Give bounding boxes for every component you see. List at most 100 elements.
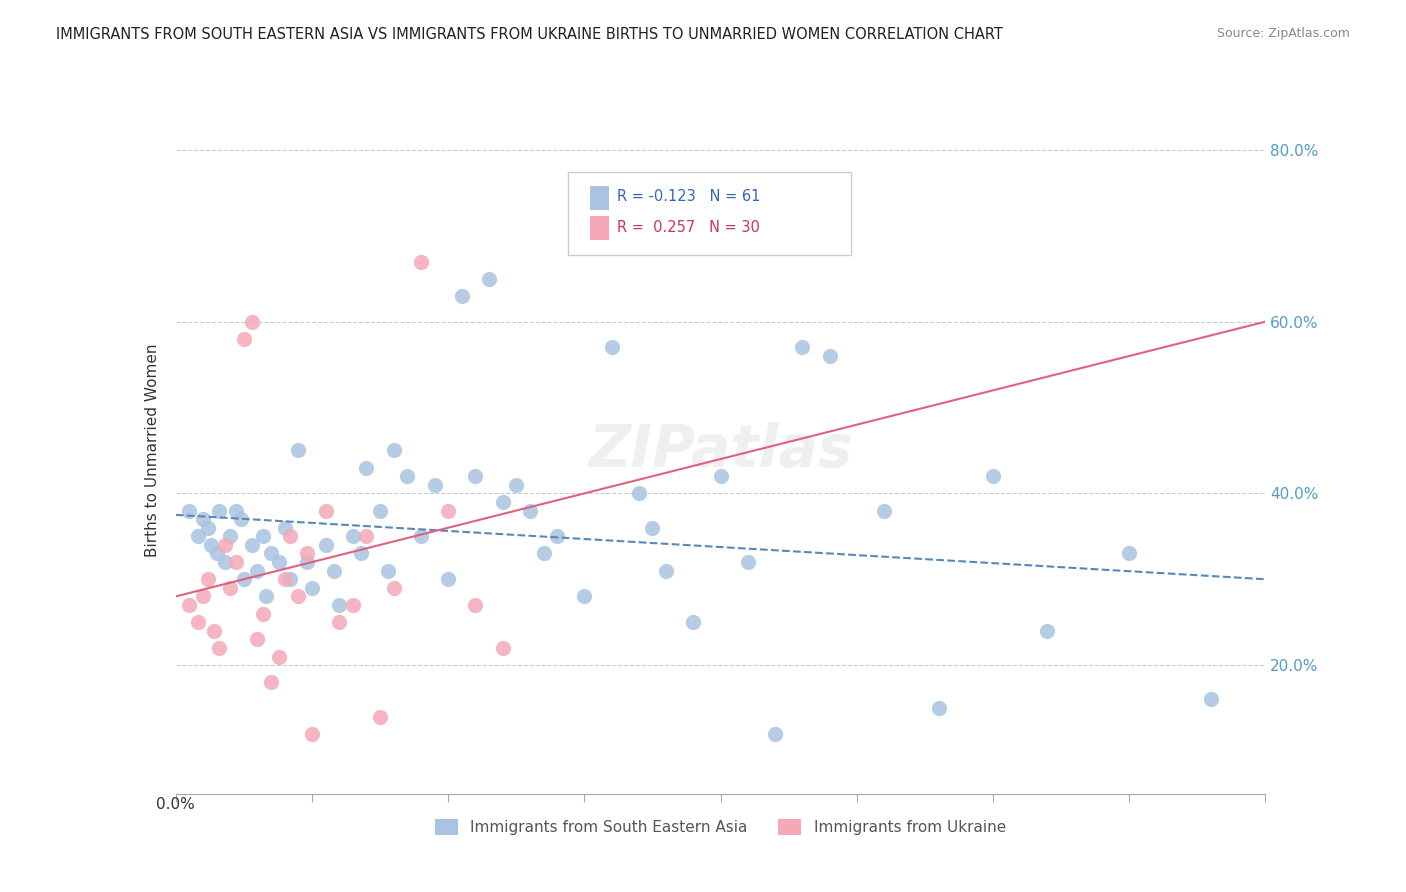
Point	[641, 521, 664, 535]
Point	[655, 564, 678, 578]
Point	[382, 443, 405, 458]
Point	[342, 598, 364, 612]
Point	[682, 615, 704, 630]
Point	[252, 529, 274, 543]
Point	[873, 503, 896, 517]
Point	[368, 503, 391, 517]
Point	[205, 546, 228, 561]
FancyBboxPatch shape	[591, 216, 609, 240]
Point	[409, 254, 432, 268]
Point	[315, 538, 337, 552]
Text: Source: ZipAtlas.com: Source: ZipAtlas.com	[1216, 27, 1350, 40]
Point	[301, 581, 323, 595]
Point	[231, 512, 253, 526]
Point	[219, 529, 242, 543]
Point	[328, 598, 350, 612]
Point	[350, 546, 373, 561]
Point	[287, 590, 309, 604]
Point	[450, 289, 472, 303]
Point	[423, 478, 446, 492]
Point	[492, 495, 515, 509]
Point	[179, 598, 201, 612]
Point	[505, 478, 527, 492]
Point	[186, 529, 209, 543]
Point	[246, 564, 269, 578]
Point	[269, 649, 291, 664]
Point	[533, 546, 555, 561]
Text: R = -0.123   N = 61: R = -0.123 N = 61	[617, 189, 761, 204]
Text: R =  0.257   N = 30: R = 0.257 N = 30	[617, 219, 759, 235]
Point	[232, 572, 254, 586]
Point	[240, 315, 263, 329]
Point	[478, 271, 501, 285]
Point	[600, 341, 623, 355]
Point	[574, 590, 596, 604]
Y-axis label: Births to Unmarried Women: Births to Unmarried Women	[145, 343, 160, 558]
Point	[240, 538, 263, 552]
Point	[737, 555, 759, 569]
Point	[492, 640, 515, 655]
Point	[179, 503, 201, 517]
Point	[437, 572, 460, 586]
Point	[214, 555, 236, 569]
Point	[197, 521, 219, 535]
Legend: Immigrants from South Eastern Asia, Immigrants from Ukraine: Immigrants from South Eastern Asia, Immi…	[429, 813, 1012, 841]
Text: 0.0%: 0.0%	[156, 797, 195, 813]
Point	[254, 590, 277, 604]
Point	[464, 598, 486, 612]
Point	[981, 469, 1004, 483]
Point	[208, 503, 231, 517]
Point	[382, 581, 405, 595]
Point	[409, 529, 432, 543]
Point	[792, 341, 814, 355]
Point	[274, 572, 297, 586]
Point	[437, 503, 460, 517]
Point	[763, 727, 786, 741]
Point	[191, 590, 214, 604]
Point	[1036, 624, 1059, 638]
Point	[377, 564, 399, 578]
Point	[225, 555, 247, 569]
Point	[208, 640, 231, 655]
Point	[396, 469, 419, 483]
FancyBboxPatch shape	[568, 172, 852, 255]
Point	[278, 572, 301, 586]
Point	[315, 503, 337, 517]
Point	[269, 555, 291, 569]
Point	[356, 529, 378, 543]
Point	[818, 349, 841, 363]
Point	[356, 460, 378, 475]
Point	[1199, 692, 1222, 706]
Point	[260, 546, 283, 561]
Point	[710, 469, 733, 483]
Point	[1118, 546, 1140, 561]
Point	[301, 727, 323, 741]
Point	[464, 469, 486, 483]
Point	[219, 581, 242, 595]
Point	[246, 632, 269, 647]
Point	[328, 615, 350, 630]
Point	[546, 529, 568, 543]
Point	[214, 538, 236, 552]
Point	[295, 546, 318, 561]
Point	[252, 607, 274, 621]
Point	[928, 701, 950, 715]
Point	[232, 332, 254, 346]
Point	[186, 615, 209, 630]
Point	[295, 555, 318, 569]
Point	[274, 521, 297, 535]
Point	[519, 503, 541, 517]
Point	[260, 675, 283, 690]
FancyBboxPatch shape	[591, 186, 609, 210]
Point	[197, 572, 219, 586]
Point	[202, 624, 225, 638]
Point	[627, 486, 650, 500]
Point	[322, 564, 344, 578]
Point	[225, 503, 247, 517]
Text: IMMIGRANTS FROM SOUTH EASTERN ASIA VS IMMIGRANTS FROM UKRAINE BIRTHS TO UNMARRIE: IMMIGRANTS FROM SOUTH EASTERN ASIA VS IM…	[56, 27, 1002, 42]
Point	[278, 529, 301, 543]
Point	[200, 538, 222, 552]
Text: ZIPatlas: ZIPatlas	[588, 422, 853, 479]
Point	[368, 709, 391, 723]
Point	[342, 529, 364, 543]
